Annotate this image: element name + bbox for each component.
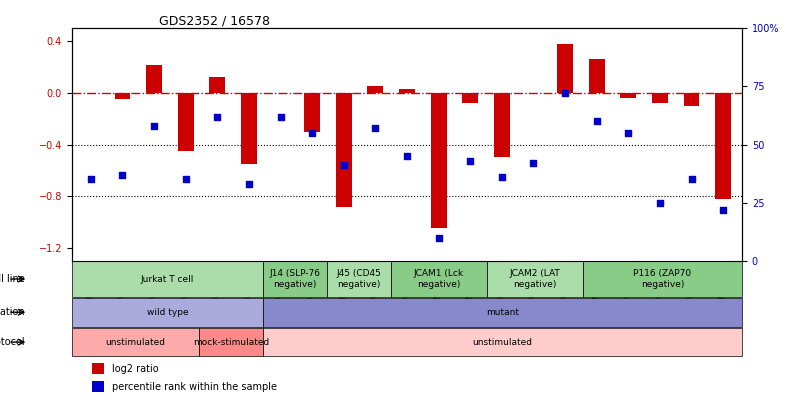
Point <box>622 130 634 136</box>
Point <box>527 160 539 166</box>
Point <box>464 158 476 164</box>
Text: P116 (ZAP70
negative): P116 (ZAP70 negative) <box>634 269 691 289</box>
Text: Jurkat T cell: Jurkat T cell <box>141 275 194 284</box>
Text: JCAM1 (Lck
negative): JCAM1 (Lck negative) <box>414 269 464 289</box>
Point <box>306 130 318 136</box>
Point <box>496 174 508 180</box>
Text: percentile rank within the sample: percentile rank within the sample <box>112 382 277 392</box>
FancyBboxPatch shape <box>72 328 200 356</box>
FancyBboxPatch shape <box>487 262 583 296</box>
Text: cell line: cell line <box>0 274 25 284</box>
FancyBboxPatch shape <box>583 262 742 296</box>
Text: mock-stimulated: mock-stimulated <box>193 338 270 347</box>
Text: unstimulated: unstimulated <box>472 338 533 347</box>
Point <box>717 207 729 213</box>
FancyBboxPatch shape <box>263 298 742 326</box>
FancyBboxPatch shape <box>72 298 263 326</box>
Bar <box>494 93 510 158</box>
Bar <box>92 362 104 374</box>
Bar <box>652 93 668 103</box>
Bar <box>241 93 257 164</box>
FancyBboxPatch shape <box>263 262 327 296</box>
Point <box>275 113 287 120</box>
Bar <box>557 44 573 93</box>
Point <box>685 176 698 183</box>
FancyBboxPatch shape <box>72 262 263 296</box>
Text: unstimulated: unstimulated <box>105 338 166 347</box>
Bar <box>209 77 225 93</box>
Bar <box>620 93 636 98</box>
Bar <box>146 64 162 93</box>
Bar <box>715 93 731 199</box>
Point <box>85 176 97 183</box>
FancyBboxPatch shape <box>263 328 742 356</box>
Text: J14 (SLP-76
negative): J14 (SLP-76 negative) <box>270 269 321 289</box>
Point <box>369 125 381 132</box>
Point <box>591 118 603 125</box>
Bar <box>304 93 320 132</box>
Bar <box>92 381 104 392</box>
Text: GDS2352 / 16578: GDS2352 / 16578 <box>159 14 270 27</box>
Point <box>654 199 666 206</box>
Bar <box>114 93 130 99</box>
Bar <box>684 93 700 106</box>
Text: genotype/variation: genotype/variation <box>0 307 25 317</box>
Point <box>559 90 571 97</box>
Bar <box>399 89 415 93</box>
Point <box>116 172 128 178</box>
Bar <box>336 93 352 207</box>
Text: wild type: wild type <box>147 308 188 317</box>
Text: JCAM2 (LAT
negative): JCAM2 (LAT negative) <box>509 269 560 289</box>
Point <box>401 153 413 160</box>
Point <box>338 162 350 169</box>
Point <box>211 113 223 120</box>
FancyBboxPatch shape <box>391 262 487 296</box>
Text: mutant: mutant <box>486 308 519 317</box>
Bar <box>367 86 383 93</box>
Bar <box>589 60 605 93</box>
Bar <box>178 93 194 151</box>
Point <box>180 176 192 183</box>
Point <box>148 123 160 129</box>
Bar <box>462 93 478 103</box>
Bar <box>431 93 447 228</box>
Text: protocol: protocol <box>0 337 25 347</box>
Point <box>433 234 445 241</box>
Point <box>243 181 255 187</box>
Text: J45 (CD45
negative): J45 (CD45 negative) <box>337 269 381 289</box>
FancyBboxPatch shape <box>200 328 263 356</box>
Text: log2 ratio: log2 ratio <box>112 364 159 374</box>
FancyBboxPatch shape <box>327 262 391 296</box>
